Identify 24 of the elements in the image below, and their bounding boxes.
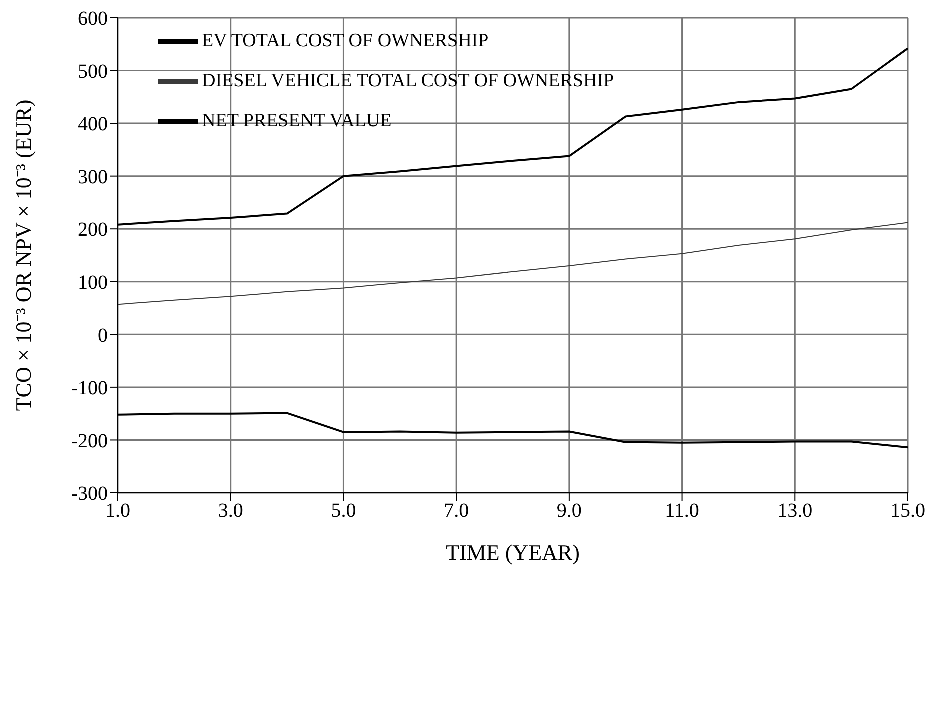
legend-label: NET PRESENT VALUE [202, 110, 392, 132]
y-tick-label: 0 [98, 324, 108, 347]
x-tick-label: 5.0 [331, 500, 356, 522]
y-tick-label: 400 [78, 114, 108, 136]
x-tick-label: 13.0 [778, 500, 813, 522]
x-tick-label: 15.0 [890, 500, 926, 522]
x-axis-title: TIME (YEAR) [446, 540, 580, 565]
y-tick-label: -300 [71, 483, 108, 506]
y-tick-label: -100 [71, 378, 108, 400]
y-tick-label: 100 [78, 272, 108, 294]
x-tick-label: 9.0 [556, 500, 582, 522]
legend-label: DIESEL VEHICLE TOTAL COST OF OWNERSHIP [202, 70, 614, 92]
y-tick-label: -200 [71, 430, 108, 452]
x-tick-label: 7.0 [444, 500, 470, 522]
x-tick-label: 1.0 [106, 500, 130, 522]
y-tick-label: 300 [78, 166, 108, 188]
y-tick-label: 200 [78, 219, 108, 242]
line-series [118, 222, 908, 306]
x-tick-label: 11.0 [665, 500, 700, 522]
y-tick-label: 500 [78, 60, 108, 83]
x-tick-label: 3.0 [218, 500, 244, 522]
legend-label: EV TOTAL COST OF OWNERSHIP [202, 30, 489, 52]
y-tick-label: 600 [78, 8, 108, 30]
y-axis-title: TCO × 10⁻³ OR NPV × 10⁻³ (EUR) [10, 100, 36, 412]
